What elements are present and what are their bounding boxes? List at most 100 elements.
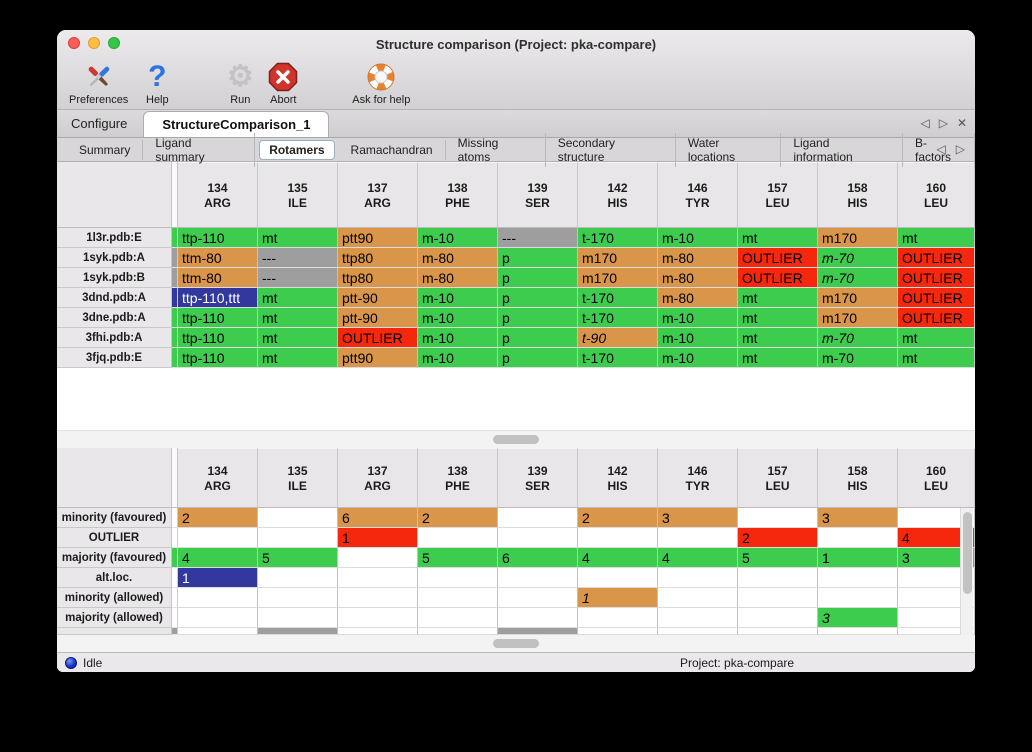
rotamer-cell[interactable]: OUTLIER [898,308,975,328]
preferences-button[interactable]: Preferences [69,61,128,106]
rotamer-cell[interactable]: ttm-80 [178,268,258,288]
rotamer-cell[interactable]: mt [898,328,975,348]
count-cell[interactable]: 4 [658,548,738,568]
count-cell[interactable]: 1 [178,568,258,588]
rotamer-cell[interactable]: m-10 [418,308,498,328]
rotamer-cell[interactable]: m-10 [658,328,738,348]
vertical-scrollbar[interactable] [960,508,973,635]
abort-button[interactable]: Abort [260,61,306,106]
count-cell[interactable] [418,588,498,608]
rotamer-cell[interactable]: --- [258,248,338,268]
row-label[interactable]: 3fhi.pdb:A [57,328,172,348]
rotamer-cell[interactable]: mt [258,288,338,308]
row-label[interactable]: majority (favoured) [57,548,172,568]
count-cell[interactable] [338,548,418,568]
count-cell[interactable] [498,608,578,628]
rotamer-cell[interactable]: OUTLIER [898,268,975,288]
close-window-button[interactable] [68,37,80,49]
column-header-146[interactable]: 146 TYR [658,162,738,228]
count-cell[interactable]: 3 [818,508,898,528]
row-label[interactable]: 3dnd.pdb:A [57,288,172,308]
rotamer-cell[interactable]: OUTLIER [898,288,975,308]
count-cell[interactable] [338,568,418,588]
rotamer-cell[interactable]: t-90 [578,328,658,348]
subtab-ligand-summary[interactable]: Ligand summary [143,132,256,167]
count-cell[interactable] [818,528,898,548]
rotamer-cell[interactable]: --- [498,228,578,248]
rotamer-cell[interactable]: mt [738,308,818,328]
rotamer-cell[interactable]: ptt-90 [338,288,418,308]
rotamer-cell[interactable]: p [498,308,578,328]
tab-scroll-right-icon[interactable]: ▷ [938,116,948,130]
count-cell[interactable] [898,508,975,528]
row-label[interactable]: 1l3r.pdb:E [57,228,172,248]
rotamer-cell[interactable]: mt [738,288,818,308]
rotamer-cell[interactable]: --- [258,268,338,288]
count-cell[interactable] [818,568,898,588]
rotamer-cell[interactable]: m-10 [418,228,498,248]
count-cell[interactable]: 4 [898,528,975,548]
column-header-135[interactable]: 135 ILE [258,448,338,508]
column-header-142[interactable]: 142 HIS [578,162,658,228]
rotamer-cell[interactable]: OUTLIER [898,248,975,268]
count-cell[interactable] [338,608,418,628]
count-cell[interactable] [658,568,738,588]
count-cell[interactable]: 3 [658,508,738,528]
rotamer-cell[interactable]: mt [258,328,338,348]
column-header-158[interactable]: 158 HIS [818,448,898,508]
count-cell[interactable] [338,588,418,608]
row-label[interactable]: minority (allowed) [57,588,172,608]
count-cell[interactable] [178,528,258,548]
count-cell[interactable] [498,568,578,588]
scrollbar-thumb[interactable] [963,512,972,594]
count-cell[interactable]: 6 [338,508,418,528]
column-header-160[interactable]: 160 LEU [898,162,975,228]
count-cell[interactable]: 2 [738,528,818,548]
count-cell[interactable]: 3 [898,548,975,568]
column-header-138[interactable]: 138 PHE [418,162,498,228]
row-label[interactable]: majority (allowed) [57,608,172,628]
count-cell[interactable] [258,608,338,628]
rotamer-cell[interactable]: m-70 [818,328,898,348]
rotamer-cell[interactable]: mt [258,348,338,368]
count-cell[interactable] [498,508,578,528]
column-header-157[interactable]: 157 LEU [738,162,818,228]
column-header-135[interactable]: 135 ILE [258,162,338,228]
rotamer-cell[interactable]: mt [738,348,818,368]
rotamer-cell[interactable]: m-10 [658,308,738,328]
rotamer-cell[interactable]: p [498,288,578,308]
subtab-ramachandran[interactable]: Ramachandran [339,139,446,160]
rotamer-cell[interactable]: p [498,268,578,288]
splitter-handle[interactable] [57,430,975,448]
count-cell[interactable] [738,568,818,588]
rotamer-cell[interactable]: m-10 [658,228,738,248]
count-cell[interactable] [738,608,818,628]
rotamer-cell[interactable]: OUTLIER [738,248,818,268]
row-label-header[interactable] [57,162,172,228]
row-label[interactable]: 3dne.pdb:A [57,308,172,328]
count-cell[interactable]: 2 [578,508,658,528]
count-cell[interactable] [658,588,738,608]
column-header-157[interactable]: 157 LEU [738,448,818,508]
rotamer-cell[interactable]: t-170 [578,348,658,368]
row-label[interactable]: minority (favoured) [57,508,172,528]
count-cell[interactable] [178,608,258,628]
count-cell[interactable]: 5 [418,548,498,568]
rotamer-cell[interactable]: mt [898,348,975,368]
count-cell[interactable]: 4 [178,548,258,568]
rotamer-cell[interactable]: m-80 [658,268,738,288]
count-cell[interactable]: 3 [818,608,898,628]
row-label[interactable]: alt.loc. [57,568,172,588]
tab-configure[interactable]: Configure [71,116,128,131]
rotamer-cell[interactable]: t-170 [578,308,658,328]
count-cell[interactable] [578,608,658,628]
count-cell[interactable] [658,528,738,548]
count-cell[interactable] [178,588,258,608]
rotamer-cell[interactable]: ttm-80 [178,248,258,268]
rotamer-cell[interactable]: m-70 [818,348,898,368]
rotamer-cell[interactable]: m-80 [418,248,498,268]
count-cell[interactable]: 1 [338,528,418,548]
count-cell[interactable]: 5 [258,548,338,568]
rotamer-cell[interactable]: p [498,348,578,368]
count-cell[interactable] [258,508,338,528]
